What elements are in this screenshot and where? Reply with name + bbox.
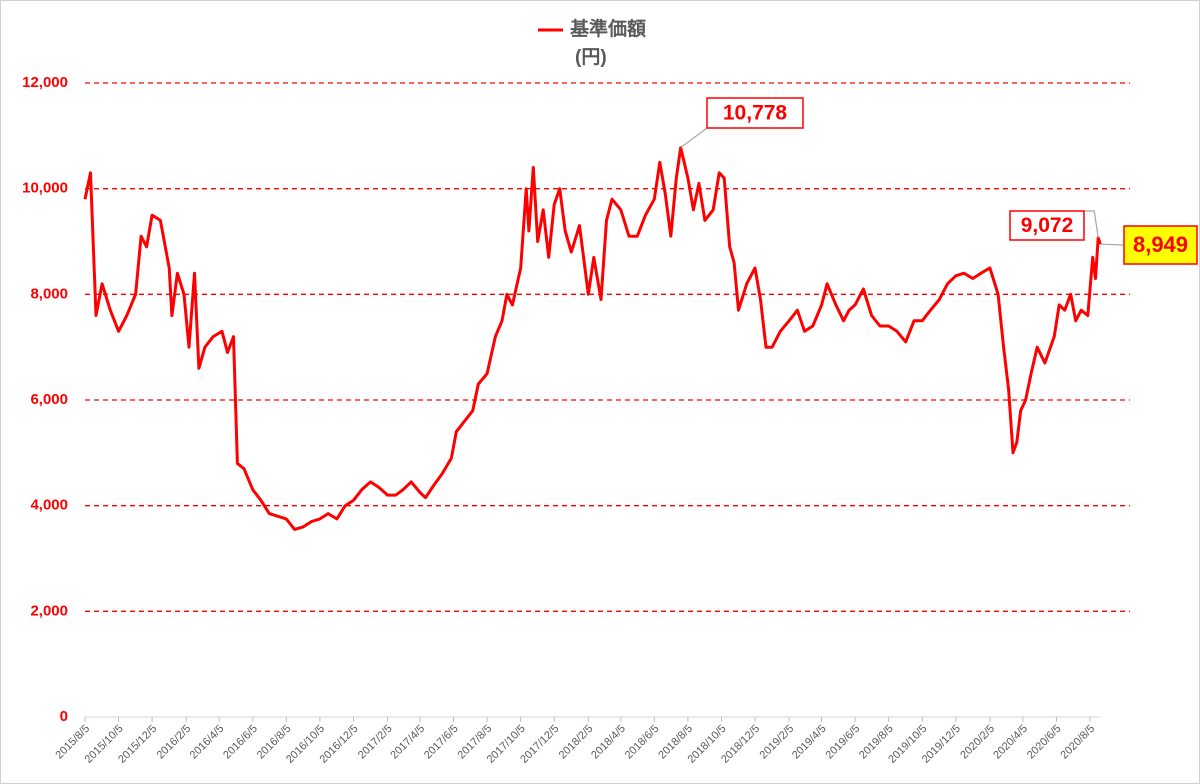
annotation-box	[706, 97, 804, 129]
y-tick-label: 4,000	[30, 497, 68, 514]
annotation-label: 8,949	[1133, 232, 1188, 257]
annotation-leader	[680, 127, 708, 149]
annotation-box	[1123, 225, 1198, 265]
annotation-leader	[1084, 210, 1099, 238]
y-tick-label: 8,000	[30, 285, 68, 302]
y-axis-label: (円)	[575, 47, 607, 68]
y-tick-label: 0	[60, 708, 68, 725]
annotation-label: 10,778	[723, 102, 788, 125]
y-tick-label: 12,000	[22, 74, 68, 91]
legend-label: 基準価額	[569, 17, 646, 40]
annotation-label: 9,072	[1021, 214, 1074, 237]
annotation-leader	[1100, 243, 1125, 246]
data-line	[83, 146, 1102, 531]
y-tick-label: 2,000	[30, 602, 68, 619]
y-tick-label: 6,000	[30, 391, 68, 408]
y-tick-label: 10,000	[22, 180, 68, 197]
annotation-box	[1009, 210, 1085, 241]
